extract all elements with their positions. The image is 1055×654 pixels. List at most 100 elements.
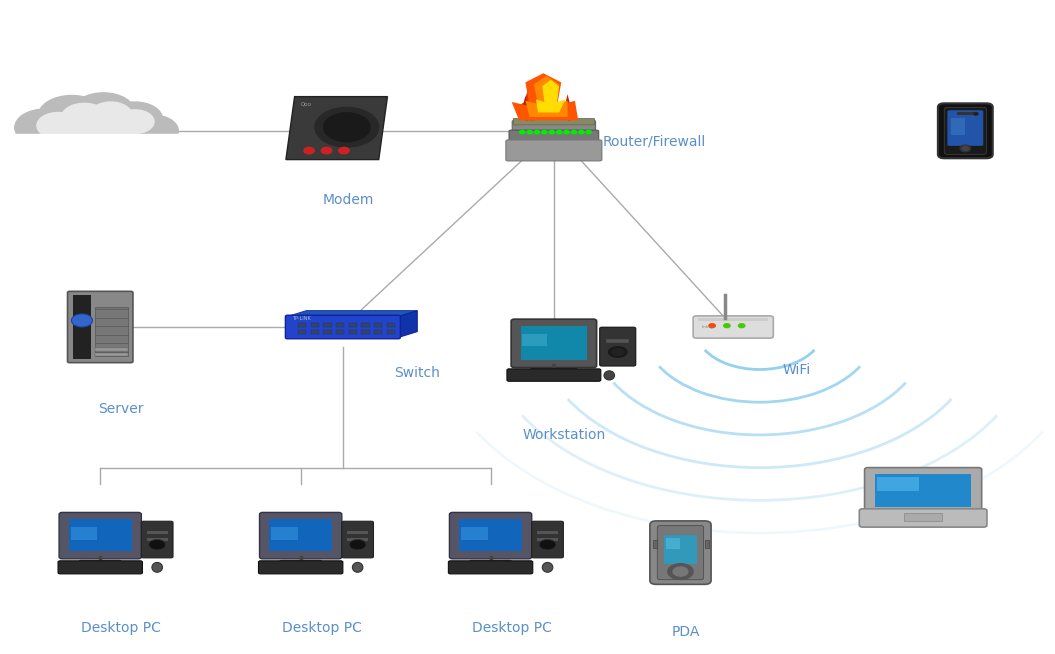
- Circle shape: [90, 102, 132, 128]
- Bar: [705, 540, 709, 548]
- Bar: [375, 323, 383, 327]
- FancyBboxPatch shape: [506, 140, 602, 161]
- FancyBboxPatch shape: [947, 111, 983, 146]
- Circle shape: [59, 122, 110, 153]
- Polygon shape: [536, 80, 565, 112]
- Bar: [459, 519, 522, 551]
- Text: PDA: PDA: [672, 625, 699, 638]
- Bar: [361, 323, 370, 327]
- Circle shape: [324, 112, 370, 142]
- Circle shape: [65, 122, 103, 145]
- FancyBboxPatch shape: [510, 130, 599, 151]
- Bar: [664, 535, 697, 564]
- Bar: [387, 323, 396, 327]
- Text: Desktop PC: Desktop PC: [282, 621, 362, 635]
- Text: Server: Server: [98, 402, 145, 416]
- Bar: [876, 474, 972, 507]
- Text: Desktop PC: Desktop PC: [81, 621, 161, 635]
- Circle shape: [315, 107, 379, 147]
- Bar: [335, 330, 344, 334]
- Bar: [666, 538, 680, 549]
- Ellipse shape: [542, 562, 553, 572]
- Bar: [324, 330, 332, 334]
- Circle shape: [322, 147, 331, 154]
- FancyBboxPatch shape: [531, 368, 577, 376]
- Circle shape: [542, 130, 548, 133]
- Circle shape: [30, 120, 76, 148]
- Circle shape: [108, 102, 162, 136]
- Bar: [311, 330, 320, 334]
- FancyBboxPatch shape: [79, 560, 121, 568]
- Polygon shape: [525, 76, 568, 117]
- FancyBboxPatch shape: [859, 509, 987, 527]
- FancyBboxPatch shape: [469, 560, 512, 568]
- Polygon shape: [286, 97, 387, 160]
- Circle shape: [557, 130, 562, 133]
- FancyBboxPatch shape: [657, 526, 704, 579]
- Ellipse shape: [605, 371, 614, 380]
- Bar: [311, 323, 320, 327]
- Bar: [299, 323, 307, 327]
- Bar: [73, 294, 91, 360]
- FancyBboxPatch shape: [650, 521, 711, 585]
- Circle shape: [974, 112, 978, 115]
- Bar: [522, 334, 548, 347]
- Bar: [461, 527, 487, 540]
- Polygon shape: [399, 311, 418, 337]
- FancyBboxPatch shape: [68, 292, 133, 362]
- Polygon shape: [512, 73, 578, 120]
- Bar: [387, 330, 396, 334]
- Bar: [521, 326, 587, 360]
- Text: WiFi: WiFi: [783, 363, 810, 377]
- Text: Modem: Modem: [323, 193, 373, 207]
- Bar: [147, 531, 168, 534]
- Bar: [904, 513, 942, 521]
- FancyBboxPatch shape: [260, 513, 342, 559]
- Bar: [95, 348, 128, 351]
- Circle shape: [608, 345, 628, 358]
- FancyBboxPatch shape: [507, 369, 601, 381]
- FancyBboxPatch shape: [141, 521, 173, 558]
- Bar: [537, 531, 558, 534]
- FancyBboxPatch shape: [938, 103, 993, 158]
- Text: Workstation: Workstation: [523, 428, 606, 442]
- Bar: [537, 538, 558, 541]
- Circle shape: [534, 130, 540, 133]
- Bar: [375, 330, 383, 334]
- Polygon shape: [561, 94, 574, 120]
- Bar: [653, 540, 657, 548]
- FancyBboxPatch shape: [513, 120, 595, 141]
- Text: Switch: Switch: [394, 366, 440, 380]
- Bar: [361, 330, 370, 334]
- FancyBboxPatch shape: [448, 560, 533, 574]
- Circle shape: [668, 564, 693, 579]
- Bar: [347, 531, 368, 534]
- FancyBboxPatch shape: [512, 319, 597, 368]
- Circle shape: [38, 95, 106, 137]
- Text: TP-LINK: TP-LINK: [291, 316, 310, 321]
- Circle shape: [578, 130, 584, 133]
- Circle shape: [349, 540, 366, 550]
- Bar: [348, 330, 357, 334]
- FancyBboxPatch shape: [59, 513, 141, 559]
- Ellipse shape: [352, 562, 363, 572]
- Circle shape: [519, 130, 525, 133]
- FancyBboxPatch shape: [285, 315, 401, 339]
- Bar: [957, 112, 974, 115]
- Bar: [69, 519, 132, 551]
- FancyBboxPatch shape: [258, 560, 343, 574]
- Bar: [335, 323, 344, 327]
- Circle shape: [97, 122, 135, 146]
- Bar: [299, 330, 307, 334]
- Circle shape: [564, 130, 570, 133]
- FancyBboxPatch shape: [693, 316, 773, 338]
- Circle shape: [549, 130, 555, 133]
- Circle shape: [587, 130, 592, 133]
- Bar: [698, 318, 768, 321]
- Polygon shape: [287, 311, 418, 317]
- Circle shape: [61, 103, 108, 132]
- Circle shape: [673, 567, 688, 576]
- Circle shape: [960, 145, 971, 152]
- Text: Router/Firewall: Router/Firewall: [602, 134, 706, 148]
- FancyBboxPatch shape: [449, 513, 532, 559]
